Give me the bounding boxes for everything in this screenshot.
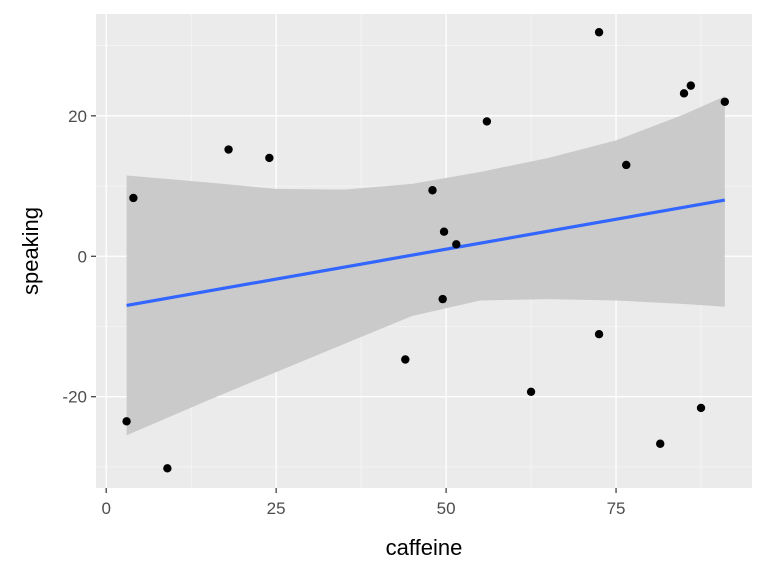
- y-axis: -20 0 20: [62, 107, 96, 407]
- x-axis-title: caffeine: [386, 535, 463, 560]
- data-point: [428, 186, 437, 195]
- y-tick-label: 0: [78, 247, 87, 266]
- confidence-band: [126, 96, 725, 436]
- points-layer: [122, 28, 730, 473]
- x-tick-label: 50: [437, 499, 456, 518]
- x-axis: 0 25 50 75: [101, 488, 626, 518]
- data-point: [656, 439, 665, 448]
- x-tick-label: 0: [101, 499, 110, 518]
- data-point: [129, 193, 138, 203]
- data-point: [265, 153, 274, 163]
- confidence-band-layer: [126, 96, 725, 436]
- regression-line: [126, 198, 726, 307]
- data-point: [224, 145, 233, 154]
- data-point: [622, 160, 631, 170]
- data-point: [594, 330, 604, 339]
- x-tick-label: 75: [607, 499, 626, 518]
- data-point: [439, 227, 449, 236]
- data-point: [720, 97, 730, 106]
- data-point: [122, 417, 131, 426]
- data-point: [594, 28, 604, 37]
- data-point: [526, 387, 536, 396]
- data-point: [686, 81, 696, 90]
- data-point: [163, 464, 172, 473]
- data-point: [679, 89, 689, 98]
- data-point: [452, 240, 461, 249]
- data-point: [696, 403, 706, 413]
- y-tick-label: -20: [62, 388, 87, 407]
- data-point: [482, 117, 492, 126]
- y-tick-label: 20: [68, 107, 87, 126]
- regression-line-layer: [126, 198, 726, 307]
- y-axis-title: speaking: [18, 207, 43, 295]
- data-point: [401, 355, 410, 364]
- data-point: [438, 294, 447, 304]
- x-tick-label: 25: [267, 499, 286, 518]
